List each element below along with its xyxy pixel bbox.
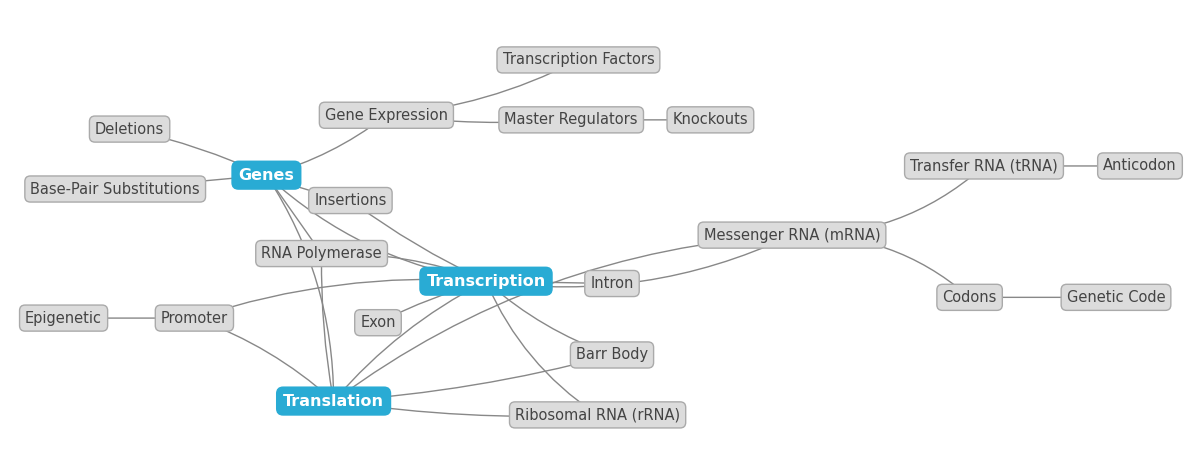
- Text: Master Regulators: Master Regulators: [504, 112, 638, 127]
- Text: Translation: Translation: [283, 394, 384, 408]
- Text: Anticodon: Anticodon: [1103, 159, 1177, 173]
- Text: Insertions: Insertions: [314, 193, 386, 208]
- Text: Knockouts: Knockouts: [672, 112, 749, 127]
- Text: Transfer RNA (tRNA): Transfer RNA (tRNA): [910, 159, 1058, 173]
- Text: Promoter: Promoter: [161, 311, 228, 325]
- Text: Messenger RNA (mRNA): Messenger RNA (mRNA): [703, 228, 881, 242]
- Text: Gene Expression: Gene Expression: [325, 108, 448, 123]
- Text: Transcription: Transcription: [426, 274, 546, 289]
- Text: Barr Body: Barr Body: [576, 348, 648, 362]
- Text: Intron: Intron: [590, 276, 634, 291]
- Text: Transcription Factors: Transcription Factors: [503, 53, 654, 67]
- Text: Deletions: Deletions: [95, 122, 164, 136]
- Text: Exon: Exon: [360, 315, 396, 330]
- Text: Codons: Codons: [942, 290, 997, 305]
- Text: Base-Pair Substitutions: Base-Pair Substitutions: [30, 182, 200, 196]
- Text: RNA Polymerase: RNA Polymerase: [262, 246, 382, 261]
- Text: Genetic Code: Genetic Code: [1067, 290, 1165, 305]
- Text: Epigenetic: Epigenetic: [25, 311, 102, 325]
- Text: Genes: Genes: [239, 168, 294, 183]
- Text: Ribosomal RNA (rRNA): Ribosomal RNA (rRNA): [515, 408, 680, 422]
